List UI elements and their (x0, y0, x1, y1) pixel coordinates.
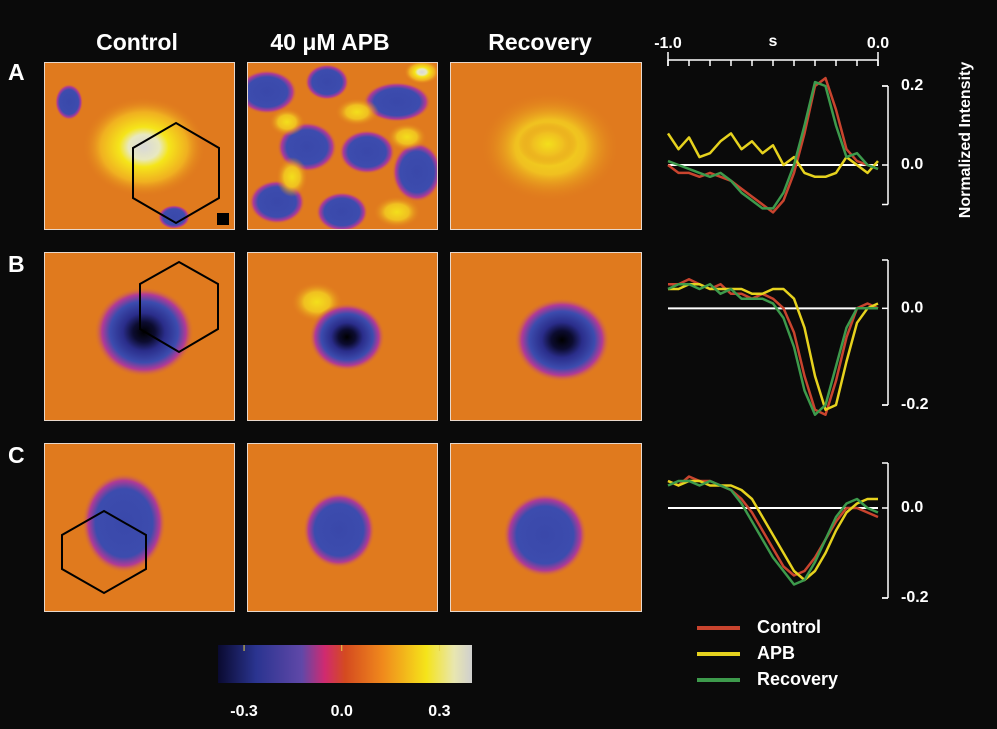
colorbar-tick-label: -0.3 (230, 703, 258, 720)
legend-label: Recovery (757, 669, 838, 689)
y-tick-label: -0.2 (901, 396, 929, 413)
heatmap-panel (44, 62, 235, 230)
colorbar-tick-label: 0.0 (331, 703, 353, 720)
column-title: 40 μM APB (270, 29, 389, 55)
heatmap-panel (237, 60, 442, 232)
row-label: A (8, 59, 25, 85)
heatmap-panel (247, 252, 438, 421)
series-line (668, 284, 878, 415)
heatmap-panel (450, 443, 642, 612)
colorbar-tick-label: 0.3 (428, 703, 450, 720)
x-tick-label: 0.0 (867, 35, 889, 52)
colorbar (218, 645, 472, 683)
row-label: B (8, 251, 25, 277)
heatmap-panel (450, 252, 642, 421)
y-tick-label: -0.2 (901, 589, 929, 606)
heatmap-panel (247, 443, 438, 612)
series-line (668, 477, 878, 576)
x-axis-label: s (769, 33, 778, 50)
x-tick-label: -1.0 (654, 35, 682, 52)
legend-label: Control (757, 617, 821, 637)
column-title: Control (96, 29, 178, 55)
heatmap-panel (44, 252, 235, 421)
page: Control 40 μM APB Recovery A B C -0.3 0.0… (0, 0, 997, 729)
y-tick-label: 0.2 (901, 77, 923, 94)
y-tick-label: 0.0 (901, 300, 923, 317)
heatmaps (44, 60, 642, 612)
figure: Control 40 μM APB Recovery A B C -0.3 0.0… (0, 0, 997, 729)
y-tick-label: 0.0 (901, 499, 923, 516)
y-tick-label: 0.0 (901, 156, 923, 173)
heatmap-panel (450, 62, 642, 230)
legend-label: APB (757, 643, 795, 663)
series-line (668, 279, 878, 414)
row-label: C (8, 442, 25, 468)
y-axis-label: Normalized Intensity (957, 62, 974, 219)
column-title: Recovery (488, 29, 592, 55)
heatmap-panel (44, 443, 235, 612)
series-line (668, 481, 878, 580)
